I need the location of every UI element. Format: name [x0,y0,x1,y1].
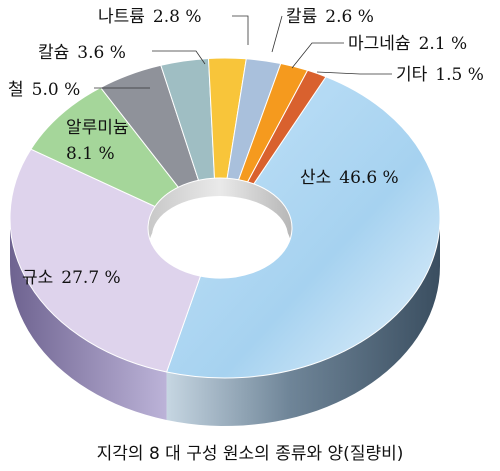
leader-나트륨 [232,15,249,45]
label-value: 2.1 % [419,34,468,54]
leader-마그네슘 [291,42,344,69]
donut-outer-walls [10,218,440,426]
label-name: 칼슘 [38,43,69,63]
label-name: 규소 [22,268,53,288]
chart-caption: 지각의 8 대 구성 원소의 종류와 양(질량비) [97,444,404,464]
slice-산소 [165,76,441,379]
label-value: 1.5 % [435,65,484,85]
label-name: 나트륨 [98,7,145,27]
label-규소: 규소 27.7 % [22,268,121,288]
label-칼륨: 칼륨 2.6 % [286,7,374,27]
slice-기타 [246,69,327,185]
hole-inner-wall [148,178,292,250]
label-칼슘: 칼슘 3.6 % [38,43,126,63]
leader-기타 [316,71,392,75]
label-철: 철 5.0 % [8,80,80,100]
leader-칼슘 [152,50,206,65]
label-name: 철 [8,80,24,100]
label-나트륨: 나트륨 2.8 % [98,7,202,27]
slice-규소 [9,148,202,373]
label-value: 2.8 % [153,7,202,27]
label-name: 산소 [300,168,331,188]
label-value: 5.0 % [32,80,81,100]
label-알루미늄: 알루미늄 8.1 % [66,118,129,164]
wall-규소 [10,218,167,420]
label-name: 기타 [396,65,428,85]
label-value: 27.7 % [61,268,120,288]
label-value: 3.6 % [77,43,126,63]
wall-산소 [166,218,440,426]
slice-labels: 산소 46.6 % 규소 27.7 % 알루미늄 8.1 % 철 5.0 % 칼슘 3.6 % 나트… [8,7,484,288]
label-name: 칼륨 [286,7,317,27]
label-value: 46.6 % [339,168,398,188]
hole-opening [152,196,288,276]
label-leaders [94,15,392,89]
label-value: 2.6 % [325,7,374,27]
donut-slices [9,57,441,379]
label-value: 8.1 % [66,144,115,164]
label-마그네슘: 마그네슘 2.1 % [348,34,467,54]
label-name: 마그네슘 [348,34,411,54]
leader-칼륨 [271,15,283,53]
label-기타: 기타 1.5 % [396,65,484,85]
label-name: 알루미늄 [66,118,129,138]
label-산소: 산소 46.6 % [300,168,399,188]
